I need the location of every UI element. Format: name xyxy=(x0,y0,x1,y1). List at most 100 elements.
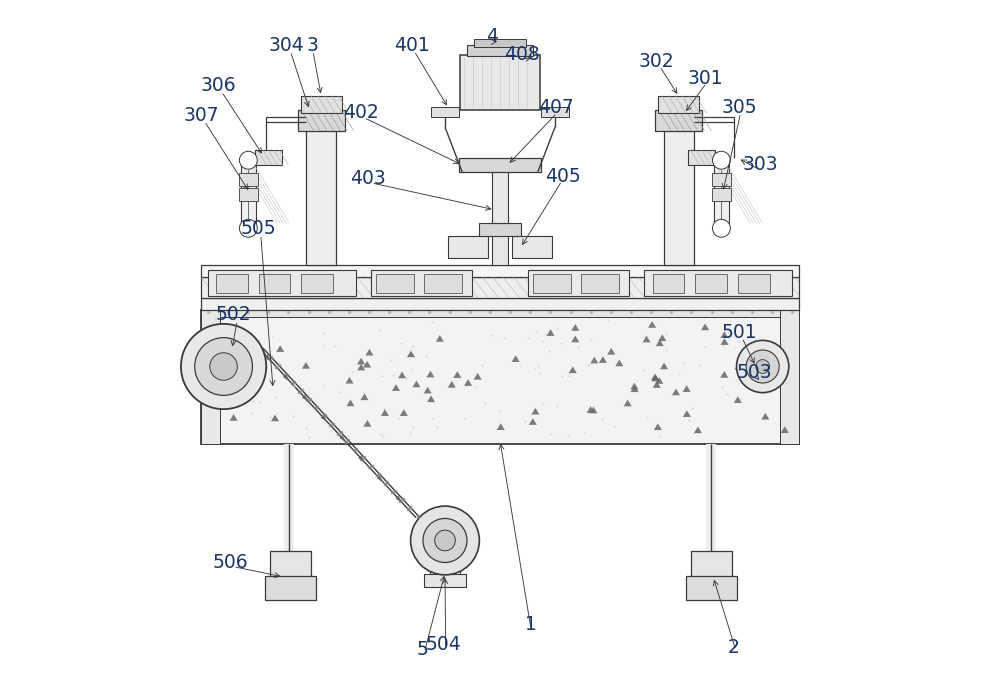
Polygon shape xyxy=(531,408,539,415)
Text: 503: 503 xyxy=(737,362,772,382)
Circle shape xyxy=(712,152,730,169)
Circle shape xyxy=(210,353,237,380)
Circle shape xyxy=(756,360,770,373)
Text: 4: 4 xyxy=(486,27,498,46)
Polygon shape xyxy=(683,385,691,392)
Bar xyxy=(688,150,715,165)
Text: 501: 501 xyxy=(721,322,757,342)
Polygon shape xyxy=(590,357,598,363)
Polygon shape xyxy=(653,381,661,388)
Polygon shape xyxy=(395,495,403,503)
Text: 506: 506 xyxy=(213,553,248,572)
Polygon shape xyxy=(398,371,406,378)
Bar xyxy=(653,274,684,293)
Bar xyxy=(474,39,526,47)
Polygon shape xyxy=(412,380,420,387)
Bar xyxy=(541,107,569,117)
Bar xyxy=(448,236,488,258)
Bar xyxy=(479,223,521,236)
Text: 5: 5 xyxy=(417,639,429,659)
Circle shape xyxy=(423,518,467,562)
Polygon shape xyxy=(781,426,789,433)
Text: 304: 304 xyxy=(269,36,305,55)
Polygon shape xyxy=(589,407,597,413)
Polygon shape xyxy=(357,358,365,364)
Text: 505: 505 xyxy=(240,220,276,238)
Polygon shape xyxy=(631,385,639,392)
Polygon shape xyxy=(283,375,290,382)
Polygon shape xyxy=(658,334,666,341)
Polygon shape xyxy=(436,335,444,342)
Polygon shape xyxy=(721,338,729,345)
Polygon shape xyxy=(426,371,434,378)
Text: 306: 306 xyxy=(200,76,236,95)
Bar xyxy=(533,274,571,293)
Bar xyxy=(686,576,737,600)
Polygon shape xyxy=(424,387,432,393)
Bar xyxy=(239,174,258,185)
Bar xyxy=(738,274,770,293)
Bar xyxy=(431,107,459,117)
Bar xyxy=(208,270,356,296)
Bar xyxy=(259,274,290,293)
Bar xyxy=(306,127,336,265)
Polygon shape xyxy=(587,406,595,413)
Polygon shape xyxy=(357,364,365,371)
Polygon shape xyxy=(265,354,272,362)
Polygon shape xyxy=(230,351,238,358)
Polygon shape xyxy=(345,377,354,384)
Circle shape xyxy=(181,324,266,409)
Polygon shape xyxy=(648,321,656,328)
Polygon shape xyxy=(237,351,245,358)
Polygon shape xyxy=(321,415,328,422)
Bar xyxy=(712,188,731,200)
Circle shape xyxy=(239,219,257,237)
Polygon shape xyxy=(694,426,702,433)
Bar xyxy=(492,216,508,265)
Text: 408: 408 xyxy=(504,45,540,64)
Bar xyxy=(201,310,220,444)
Bar xyxy=(298,110,345,131)
Polygon shape xyxy=(654,423,662,430)
Bar xyxy=(376,274,414,293)
Bar xyxy=(201,265,799,277)
Polygon shape xyxy=(599,356,607,363)
Text: 504: 504 xyxy=(426,635,461,655)
Polygon shape xyxy=(464,379,472,386)
Bar xyxy=(430,540,460,576)
Text: 403: 403 xyxy=(350,169,386,187)
Circle shape xyxy=(435,530,455,551)
Polygon shape xyxy=(656,340,664,346)
Polygon shape xyxy=(360,393,368,400)
Bar xyxy=(581,274,619,293)
Bar xyxy=(655,110,702,131)
Bar xyxy=(492,169,508,223)
Bar xyxy=(201,307,799,317)
Polygon shape xyxy=(346,400,354,407)
Bar xyxy=(644,270,792,296)
Text: 302: 302 xyxy=(639,52,675,71)
Bar xyxy=(201,310,799,444)
Text: 1: 1 xyxy=(525,615,537,634)
Bar xyxy=(695,274,727,293)
Polygon shape xyxy=(339,435,346,442)
Polygon shape xyxy=(365,349,373,356)
Circle shape xyxy=(195,338,252,395)
Polygon shape xyxy=(720,331,728,338)
Text: 405: 405 xyxy=(545,167,581,185)
Polygon shape xyxy=(363,420,371,426)
Polygon shape xyxy=(407,351,415,357)
Bar xyxy=(512,236,552,258)
Polygon shape xyxy=(358,455,365,463)
Polygon shape xyxy=(739,364,747,371)
Polygon shape xyxy=(302,395,309,402)
Circle shape xyxy=(239,152,257,169)
Polygon shape xyxy=(258,347,266,354)
Polygon shape xyxy=(761,413,769,420)
Polygon shape xyxy=(643,336,651,342)
Bar xyxy=(664,127,694,265)
Polygon shape xyxy=(672,389,680,395)
Bar xyxy=(467,45,533,56)
Bar xyxy=(241,165,256,223)
Polygon shape xyxy=(651,373,659,380)
